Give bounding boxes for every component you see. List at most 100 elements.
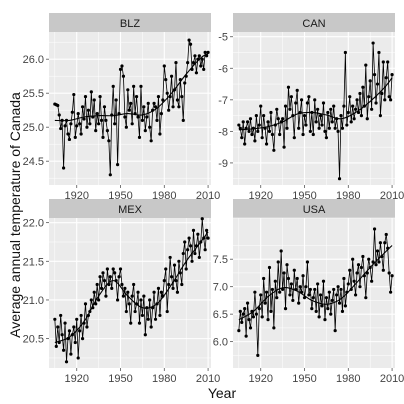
data-point (169, 74, 174, 78)
x-tick-label: 1920 (248, 373, 272, 385)
data-point (126, 290, 130, 294)
data-point (124, 309, 128, 314)
data-point (240, 136, 244, 140)
data-point (137, 321, 142, 325)
data-point (384, 76, 388, 80)
data-point (243, 307, 247, 311)
data-point (153, 317, 158, 321)
data-point (133, 309, 137, 314)
data-point (148, 298, 152, 302)
data-point (136, 290, 140, 294)
data-point (327, 290, 331, 294)
data-point (278, 290, 282, 294)
data-point (152, 290, 156, 294)
data-point (289, 282, 293, 286)
data-point (329, 312, 333, 316)
data-point (294, 101, 298, 105)
data-point (186, 61, 190, 65)
data-point (72, 92, 76, 97)
data-point (320, 123, 324, 127)
data-point (355, 271, 359, 275)
data-point (95, 112, 99, 116)
data-point (372, 72, 377, 77)
data-point (183, 81, 187, 85)
data-point (130, 122, 134, 126)
data-point (253, 139, 257, 143)
data-point (145, 115, 149, 119)
data-point (146, 101, 150, 105)
data-point (56, 103, 60, 108)
data-point (377, 260, 381, 264)
y-tick-label: -5 (218, 32, 228, 44)
data-point (184, 267, 188, 271)
facet-strip (49, 13, 211, 32)
facet-strip (233, 199, 395, 218)
data-point (353, 293, 358, 297)
data-point (97, 298, 101, 302)
data-point (80, 105, 85, 109)
data-point (270, 132, 275, 137)
data-point (279, 249, 283, 253)
data-point (120, 282, 124, 287)
data-point (353, 107, 358, 111)
data-point (59, 126, 63, 131)
data-point (378, 241, 383, 245)
data-point (203, 50, 207, 55)
data-point (323, 318, 327, 322)
data-point (175, 290, 180, 294)
data-point (63, 321, 67, 325)
data-point (162, 64, 166, 68)
data-point (113, 122, 117, 126)
data-point (159, 112, 163, 116)
data-point (281, 117, 285, 121)
x-tick-label: 1950 (108, 373, 132, 385)
data-point (301, 132, 305, 137)
data-point (168, 255, 172, 260)
data-point (356, 263, 361, 267)
data-point (57, 113, 61, 117)
data-point (140, 118, 145, 122)
data-point (99, 118, 104, 122)
data-point (340, 309, 345, 314)
data-point (330, 120, 334, 124)
data-point (237, 123, 241, 127)
data-point (267, 129, 272, 133)
data-point (380, 91, 384, 96)
data-point (104, 294, 108, 298)
data-point (346, 110, 350, 115)
data-point (64, 360, 69, 364)
data-point (139, 298, 143, 302)
data-point (127, 108, 131, 112)
data-point (56, 325, 60, 329)
data-point (386, 60, 390, 64)
data-point (108, 275, 112, 279)
data-point (383, 241, 387, 245)
data-point (158, 313, 162, 318)
data-point (161, 98, 165, 102)
y-tick-label: 7.0 (213, 282, 228, 294)
data-points (237, 227, 394, 357)
data-point (256, 353, 260, 357)
data-point (129, 101, 133, 105)
data-point (95, 282, 99, 287)
data-point (190, 259, 194, 263)
data-point (387, 95, 391, 99)
data-point (384, 232, 388, 237)
data-point (79, 132, 83, 136)
data-point (75, 124, 79, 128)
trend-line (54, 53, 209, 122)
data-point (323, 129, 327, 133)
data-point (352, 117, 356, 121)
data-point (343, 304, 347, 308)
data-point (318, 114, 323, 118)
data-point (358, 91, 362, 96)
data-point (276, 117, 280, 121)
data-point (102, 279, 107, 283)
facet-strip-label: USA (303, 204, 326, 216)
data-point (333, 329, 337, 333)
data-point (248, 117, 253, 121)
data-point (175, 98, 180, 102)
data-point (343, 50, 347, 55)
data-point (364, 63, 368, 67)
